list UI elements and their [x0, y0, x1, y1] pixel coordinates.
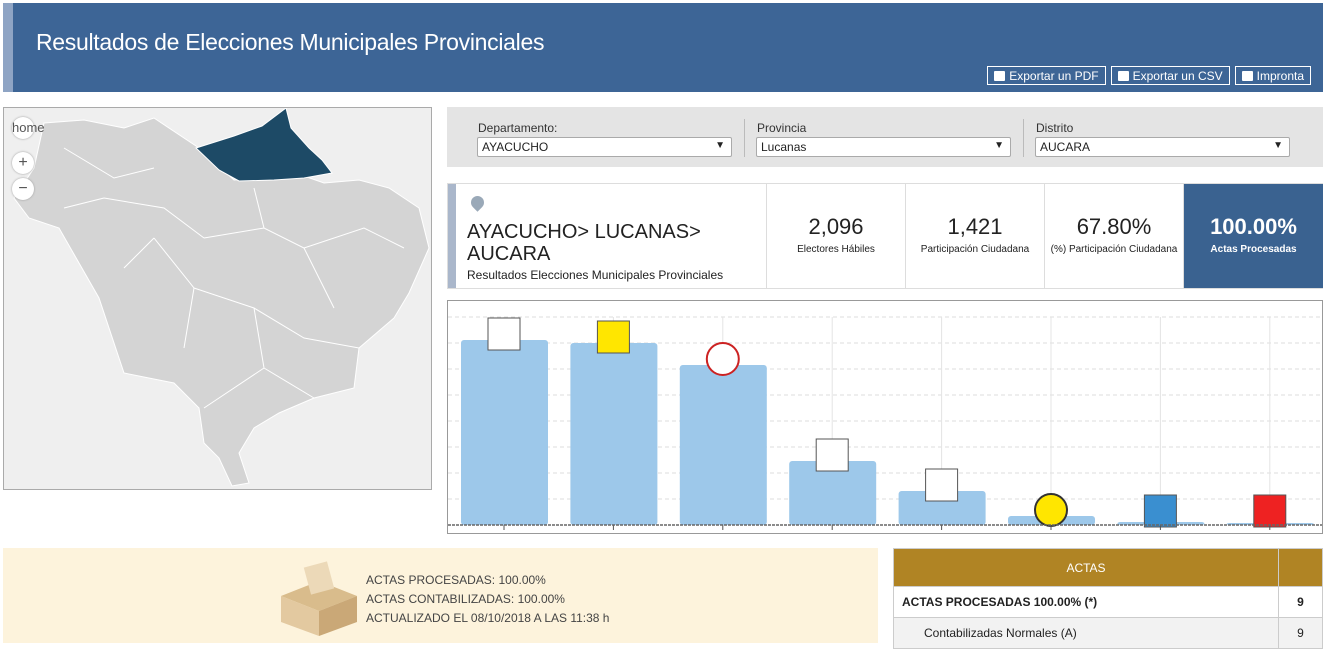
row-label: Contabilizadas Normales (A): [893, 617, 1279, 649]
actas-header: ACTAS: [893, 548, 1279, 587]
updated-text: ACTUALIZADO EL 08/10/2018 A LAS 11:38 h: [366, 611, 610, 625]
departamento-select[interactable]: AYACUCHO ▼: [477, 137, 732, 157]
party-logo-icon: [1253, 494, 1287, 528]
stat-electores: 2,096 Electores Hábiles: [766, 184, 905, 288]
ballot-box-icon: [281, 561, 357, 636]
party-logo-icon: [705, 342, 740, 376]
map-region-province[interactable]: [13, 117, 430, 487]
bar-tractor[interactable]: [461, 340, 548, 525]
distrito-value: AUCARA: [1040, 140, 1091, 154]
party-logo-icon: [815, 438, 849, 472]
stat-label: (%) Participación Ciudadana: [1050, 244, 1178, 255]
stat-value: 2,096: [808, 214, 864, 239]
bar-gana[interactable]: [789, 461, 877, 525]
map-svg[interactable]: [4, 107, 433, 491]
chevron-down-icon: ▼: [994, 140, 1004, 151]
stat-label: Electores Hábiles: [797, 244, 875, 255]
actas-contabilizadas-text: ACTAS CONTABILIZADAS: 100.00%: [366, 592, 565, 606]
provincia-label: Provincia: [757, 121, 807, 135]
row-value: 9: [1278, 617, 1323, 649]
header-stripe: [3, 3, 13, 92]
map[interactable]: home + −: [3, 107, 432, 490]
zoom-out-button[interactable]: −: [12, 178, 34, 200]
stat-participacion-pct: 67.80% (%) Participación Ciudadana: [1044, 184, 1183, 288]
export-csv-label: Exportar un CSV: [1132, 68, 1223, 83]
stat-value: 100.00%: [1210, 214, 1297, 239]
map-region-selected[interactable]: [195, 107, 333, 182]
stat-actas: 100.00% Actas Procesadas: [1183, 184, 1323, 288]
location-subtitle: Resultados Elecciones Municipales Provin…: [467, 268, 724, 282]
pdf-icon: [994, 70, 1006, 81]
export-pdf-button[interactable]: Exportar un PDF: [987, 66, 1106, 85]
export-csv-button[interactable]: Exportar un CSV: [1110, 66, 1230, 85]
location-path: AYACUCHO> LUCANAS> AUCARA: [467, 221, 701, 265]
departamento-value: AYACUCHO: [482, 140, 549, 154]
party-logo-icon: [596, 320, 630, 354]
csv-icon: [1117, 70, 1129, 81]
actas-procesadas-text: ACTAS PROCESADAS: 100.00%: [366, 573, 546, 587]
results-chart: [447, 300, 1323, 534]
bar-tarpuy[interactable]: [570, 343, 658, 525]
actas-summary: ACTAS PROCESADAS: 100.00% ACTAS CONTABIL…: [3, 548, 878, 643]
party-logo-icon: [1143, 494, 1177, 528]
print-label: Impronta: [1256, 68, 1304, 83]
stat-value: 1,421: [947, 214, 1003, 239]
provincia-select[interactable]: Lucanas ▼: [756, 137, 1011, 157]
table-row: ACTAS PROCESADAS 100.00% (*) 9: [893, 586, 1323, 618]
distrito-label: Distrito: [1036, 121, 1074, 135]
departamento-label: Departamento:: [478, 121, 558, 135]
bar-innovación-regional[interactable]: [898, 491, 986, 525]
provincia-value: Lucanas: [761, 140, 807, 154]
chart-svg: [448, 316, 1322, 530]
chevron-down-icon: ▼: [1273, 140, 1283, 151]
party-logo-icon: [487, 317, 521, 351]
party-logo-icon: [925, 468, 959, 502]
stat-value: 67.80%: [1076, 214, 1152, 239]
row-label: ACTAS PROCESADAS 100.00% (*): [893, 586, 1279, 618]
zoom-in-button[interactable]: +: [12, 152, 34, 174]
bar-a[interactable]: [679, 365, 767, 525]
print-icon: [1241, 70, 1253, 81]
chevron-down-icon: ▼: [715, 140, 725, 151]
filters-panel: Departamento: AYACUCHO ▼ Provincia Lucanas ▼…: [447, 107, 1323, 167]
table-row: Contabilizadas Normales (A) 9: [893, 617, 1323, 649]
location-pin-icon: [468, 193, 487, 212]
print-button[interactable]: Impronta: [1234, 66, 1311, 85]
header: Resultados de Elecciones Municipales Pro…: [3, 3, 1323, 92]
distrito-select[interactable]: AUCARA ▼: [1035, 137, 1290, 157]
export-pdf-label: Exportar un PDF: [1009, 68, 1099, 83]
party-logo-icon: [1034, 493, 1068, 527]
stat-label: Participación Ciudadana: [920, 244, 1030, 255]
actas-table: ACTAS ACTAS PROCESADAS 100.00% (*) 9 Cont…: [893, 548, 1323, 649]
home-icon[interactable]: home: [12, 117, 45, 139]
stat-participacion: 1,421 Participación Ciudadana: [905, 184, 1044, 288]
stat-label: Actas Procesadas: [1210, 244, 1297, 255]
summary-panel: AYACUCHO> LUCANAS> AUCARA Resultados Ele…: [447, 183, 1323, 289]
page-title: Resultados de Elecciones Municipales Pro…: [36, 29, 545, 55]
row-value: 9: [1278, 586, 1323, 618]
